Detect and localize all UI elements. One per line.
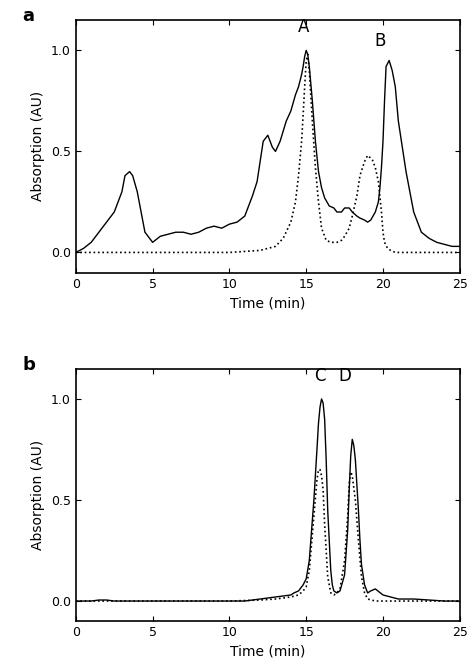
- Y-axis label: Absorption (AU): Absorption (AU): [31, 92, 46, 202]
- Y-axis label: Absorption (AU): Absorption (AU): [31, 440, 46, 550]
- Text: C: C: [314, 367, 326, 385]
- Text: B: B: [374, 32, 386, 50]
- Text: a: a: [22, 7, 34, 25]
- Text: b: b: [22, 356, 35, 374]
- X-axis label: Time (min): Time (min): [230, 296, 306, 310]
- Text: D: D: [338, 367, 351, 385]
- X-axis label: Time (min): Time (min): [230, 645, 306, 659]
- Text: A: A: [298, 18, 309, 36]
